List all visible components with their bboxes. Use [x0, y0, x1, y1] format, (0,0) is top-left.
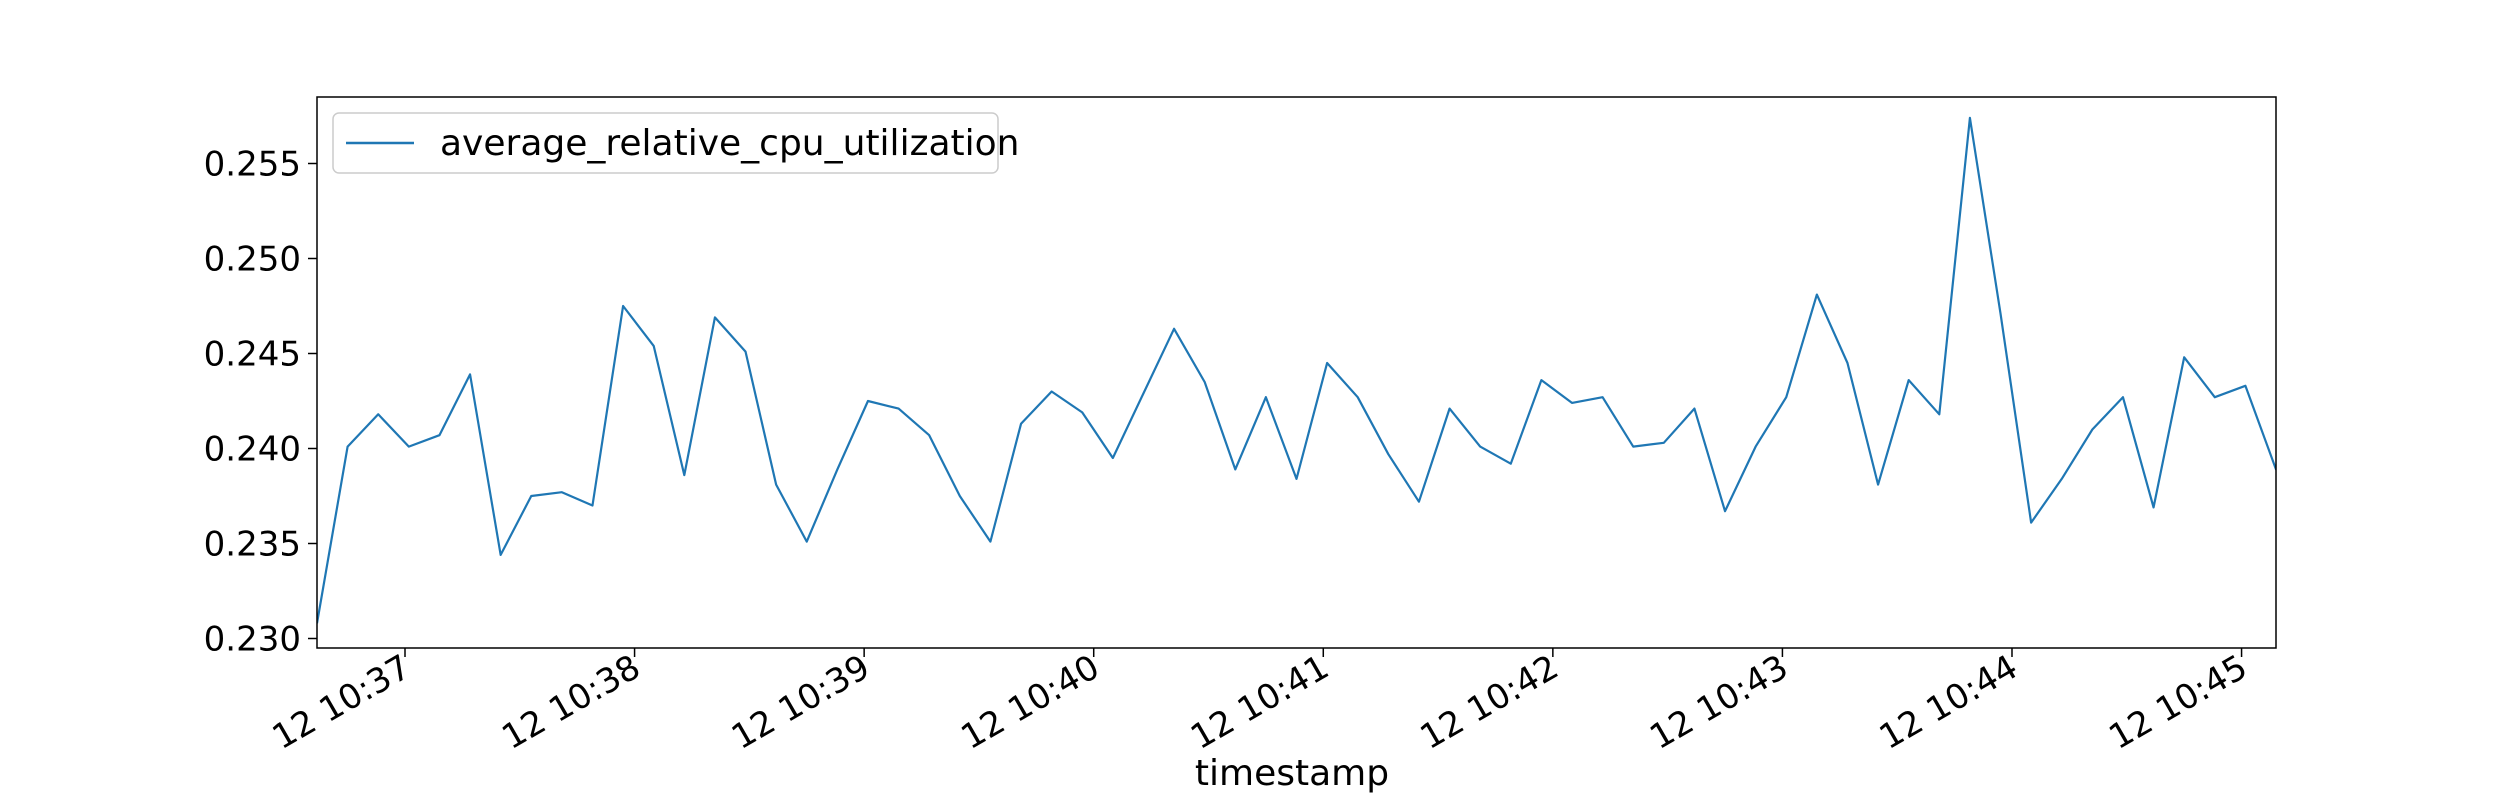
y-tick-label: 0.250 [204, 240, 301, 280]
x-axis-title: timestamp [1195, 753, 1389, 794]
series-line-average-relative-cpu-utilization [317, 116, 2276, 624]
legend-label: average_relative_cpu_utilization [440, 123, 1019, 164]
y-tick-label: 0.255 [204, 145, 301, 185]
legend: average_relative_cpu_utilization [332, 112, 1019, 174]
axes-frame [316, 96, 2277, 649]
y-axis: 0.230 0.235 0.240 0.245 0.250 0.255 [204, 145, 317, 660]
legend-frame [332, 112, 999, 174]
y-tick-label: 0.245 [204, 335, 301, 375]
y-tick-label: 0.230 [204, 620, 301, 660]
y-tick-label: 0.235 [204, 525, 301, 565]
plot-area [316, 96, 2277, 649]
y-tick-label: 0.240 [204, 430, 301, 470]
